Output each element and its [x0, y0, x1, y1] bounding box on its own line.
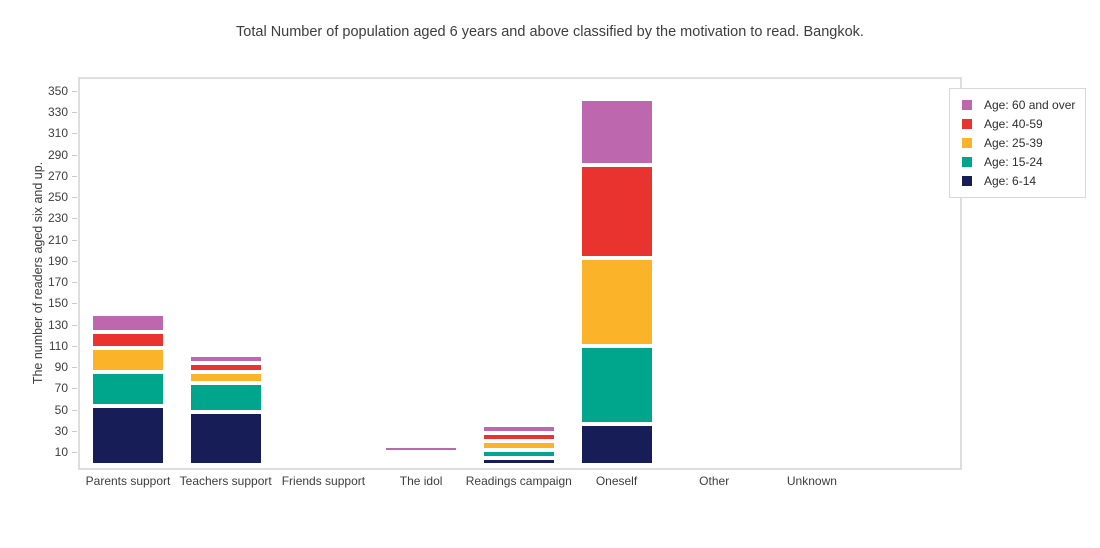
y-tick-label: 110 [48, 338, 68, 353]
legend-swatch-icon [962, 137, 972, 148]
legend-item-label: Age: 60 and over [984, 98, 1076, 113]
bar-segment[interactable] [93, 408, 163, 463]
y-tick-label: 290 [47, 147, 68, 162]
y-tick-label: 330 [47, 105, 68, 120]
y-tick-mark [72, 175, 77, 177]
bar-segment[interactable] [581, 167, 652, 256]
y-tick-mark [72, 451, 77, 453]
legend-swatch-icon [962, 119, 972, 130]
y-tick-mark [72, 303, 77, 305]
bar-segment[interactable] [93, 374, 163, 405]
y-tick-mark [72, 133, 77, 135]
bar-segment[interactable] [190, 374, 261, 381]
y-tick-mark [72, 90, 77, 92]
y-tick-mark [72, 324, 77, 326]
y-tick-mark [72, 154, 77, 156]
x-tick-label: Readings campaign [465, 474, 572, 488]
y-tick-mark [72, 239, 77, 241]
legend-item[interactable]: Age: 6-14 [962, 171, 1077, 190]
bar-segment[interactable] [581, 101, 652, 164]
x-tick-label: Other [699, 474, 730, 488]
y-tick-label: 90 [54, 360, 68, 375]
y-tick-label: 30 [54, 423, 68, 438]
bar-segment[interactable] [190, 364, 261, 371]
legend-swatch-icon [962, 100, 972, 111]
y-tick-label: 350 [47, 83, 68, 98]
legend-item[interactable]: Age: 40-59 [962, 115, 1077, 134]
x-tick-label: Oneself [595, 474, 638, 488]
x-tick-label: Parents support [85, 474, 171, 488]
bar-segment[interactable] [483, 434, 554, 440]
x-tick-label: Unknown [786, 474, 837, 488]
y-tick-label: 190 [47, 253, 68, 268]
legend-item-label: Age: 40-59 [984, 117, 1043, 132]
bar-segment[interactable] [190, 357, 261, 361]
x-tick-label: Teachers support [179, 474, 272, 488]
bar-segment[interactable] [93, 315, 163, 330]
chart-title: Total Number of population aged 6 years … [236, 24, 864, 40]
y-tick-mark [72, 345, 77, 347]
y-tick-mark [72, 197, 77, 199]
plot-area [78, 77, 962, 470]
y-tick-label: 170 [47, 275, 68, 290]
x-tick-label: The idol [399, 474, 443, 488]
y-tick-label: 250 [47, 190, 68, 205]
y-tick-label: 50 [54, 402, 68, 417]
bar-segment[interactable] [483, 451, 554, 457]
bar-segment[interactable] [190, 413, 261, 463]
bar-segment[interactable] [93, 333, 163, 346]
y-tick-mark [72, 430, 77, 432]
bar-segment[interactable] [581, 347, 652, 423]
legend-item-label: Age: 25-39 [984, 135, 1043, 150]
y-tick-label: 130 [47, 317, 68, 332]
bar-segment[interactable] [93, 349, 163, 371]
y-tick-label: 270 [47, 168, 68, 183]
y-tick-mark [72, 388, 77, 390]
bar-segment[interactable] [483, 460, 554, 463]
bar-segment[interactable] [190, 384, 261, 410]
y-tick-label: 210 [47, 232, 68, 247]
y-tick-mark [72, 367, 77, 369]
y-tick-mark [72, 409, 77, 411]
legend-item-label: Age: 6-14 [984, 173, 1037, 188]
y-tick-mark [72, 282, 77, 284]
bar-segment[interactable] [581, 426, 652, 463]
legend-item-label: Age: 15-24 [984, 154, 1043, 169]
y-tick-mark [72, 112, 77, 114]
legend: Age: 60 and over Age: 40-59 Age: 25-39 Age:… [949, 88, 1086, 198]
y-tick-label: 70 [54, 381, 68, 396]
bar-segment[interactable] [386, 447, 457, 450]
legend-swatch-icon [962, 175, 972, 186]
y-tick-label: 150 [47, 296, 68, 311]
y-tick-label: 230 [47, 211, 68, 226]
legend-item[interactable]: Age: 25-39 [962, 134, 1077, 153]
y-tick-mark [72, 218, 77, 220]
y-tick-label: 310 [47, 126, 68, 141]
y-tick-mark [72, 260, 77, 262]
x-tick-label: Friends support [281, 474, 366, 488]
legend-item[interactable]: Age: 15-24 [962, 152, 1077, 171]
bar-segment[interactable] [581, 259, 652, 344]
bar-segment[interactable] [483, 443, 554, 448]
bar-segment[interactable] [483, 427, 554, 431]
legend-swatch-icon [962, 156, 972, 167]
legend-item[interactable]: Age: 60 and over [962, 96, 1077, 115]
y-tick-label: 10 [54, 444, 68, 459]
